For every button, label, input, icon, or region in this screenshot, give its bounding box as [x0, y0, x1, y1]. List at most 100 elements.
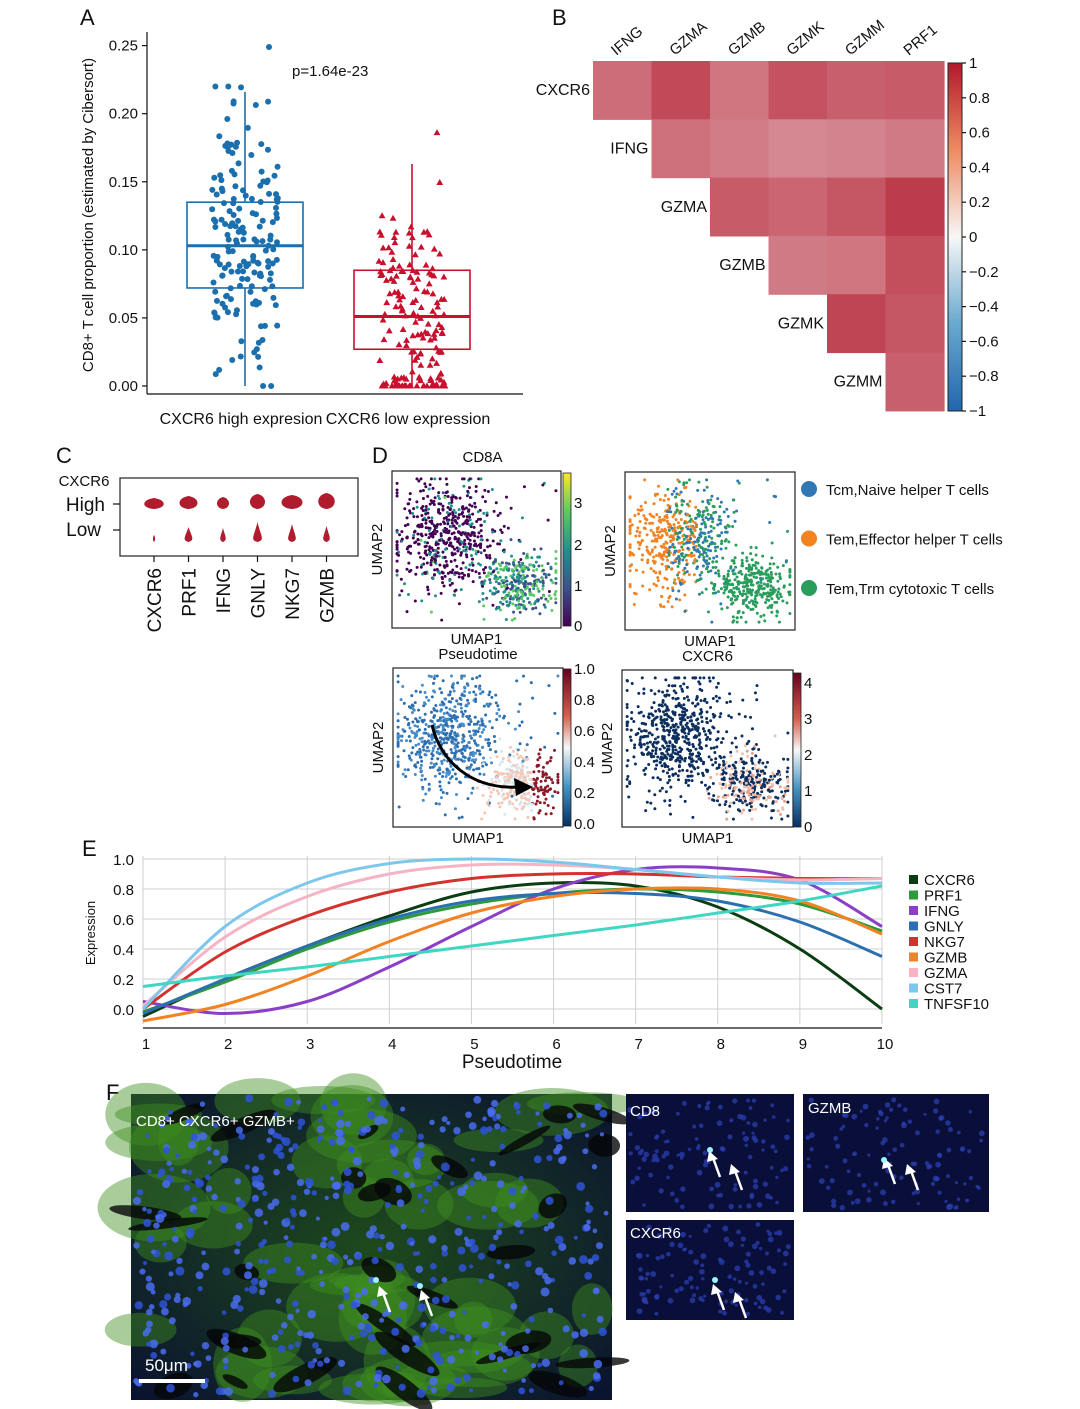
umap-cell: [461, 714, 465, 718]
umap-cell: [675, 531, 679, 535]
umap-cell: [453, 518, 457, 522]
data-point: [249, 210, 256, 217]
umap-cell: [646, 549, 650, 553]
nucleus: [266, 1137, 272, 1143]
umap-cell: [496, 542, 500, 546]
umap-cell: [671, 529, 675, 533]
umap-cell: [432, 573, 436, 577]
umap-cell: [660, 786, 664, 790]
umap-cell: [540, 576, 544, 580]
data-point: [416, 350, 424, 357]
umap-cell: [754, 754, 758, 758]
umap-cell: [651, 548, 655, 552]
umap-cell: [486, 801, 490, 805]
umap-cell: [736, 479, 740, 483]
umap-cell: [742, 797, 746, 801]
inset-nucleus: [732, 1098, 738, 1104]
umap-cell: [443, 574, 447, 578]
umap-cell: [520, 770, 524, 774]
umap-cell: [440, 691, 444, 695]
data-point: [405, 242, 413, 249]
umap-cell: [762, 582, 766, 586]
umap-cell: [786, 789, 790, 793]
nucleus: [514, 1350, 521, 1358]
umap-cell: [532, 574, 536, 578]
umap-cell: [435, 524, 439, 528]
umap-cell: [678, 717, 682, 721]
nucleus: [566, 1112, 573, 1119]
umap-cell: [646, 561, 650, 565]
umap-cell: [520, 567, 524, 571]
umap-cell: [514, 595, 518, 599]
nucleus: [361, 1313, 369, 1320]
umap-cell: [749, 607, 753, 611]
nucleus: [349, 1147, 354, 1152]
nucleus: [470, 1157, 476, 1162]
umap-cell: [448, 707, 452, 711]
umap-cell: [687, 756, 691, 760]
umap-cell: [704, 525, 708, 529]
umap-cell: [764, 765, 768, 769]
umap-cell: [542, 572, 546, 576]
umap-cell: [430, 556, 434, 560]
nucleus: [148, 1304, 155, 1310]
umap-cell: [722, 577, 726, 581]
nucleus: [382, 1311, 388, 1318]
umap-cell: [461, 511, 465, 515]
umap-cell: [744, 592, 748, 596]
umap-cell: [538, 809, 542, 813]
umap-cell: [465, 704, 469, 708]
umap-cell: [402, 701, 406, 705]
nucleus: [550, 1277, 556, 1283]
umap-cell: [690, 779, 694, 783]
umap-cell: [669, 812, 673, 816]
umap-cell: [419, 766, 423, 770]
umap-cell: [706, 518, 710, 522]
umap-cell: [723, 585, 727, 589]
umap-cell: [423, 482, 427, 486]
tissue-region: [105, 1082, 188, 1146]
umap-cell: [642, 729, 646, 733]
x-axis-title: Pseudotime: [462, 1052, 562, 1073]
data-point: [269, 219, 276, 226]
umap-cell: [493, 740, 497, 744]
umap-cell: [703, 538, 707, 542]
umap-cell: [652, 569, 656, 573]
tissue-region: [104, 1312, 177, 1347]
umap-cell: [449, 560, 453, 564]
legend-label: GZMA: [924, 965, 967, 982]
umap-cell: [746, 606, 750, 610]
umap-cell: [449, 735, 453, 739]
umap-cell: [463, 746, 467, 750]
umap-cell: [727, 569, 731, 573]
nucleus: [275, 1143, 284, 1152]
y-tick-label: 0.15: [109, 174, 138, 191]
umap-cell: [653, 807, 657, 811]
series-line: [142, 886, 883, 1023]
nucleus: [252, 1197, 257, 1203]
heatmap-cell: [827, 177, 887, 237]
umap-cell: [788, 570, 792, 574]
umap-cell: [715, 685, 719, 689]
umap-cell: [439, 703, 443, 707]
umap-cell: [757, 780, 761, 784]
umap-cell: [436, 768, 440, 772]
inset-nucleus: [668, 1164, 674, 1170]
umap-cell: [655, 530, 659, 534]
umap-cell: [537, 564, 541, 568]
nucleus: [205, 1174, 211, 1181]
umap-cell: [532, 792, 536, 796]
umap-cell: [536, 789, 540, 793]
nucleus: [219, 1204, 228, 1213]
umap-cell: [452, 682, 456, 686]
umap-cell: [536, 795, 540, 799]
umap-cell: [695, 538, 699, 542]
umap-cell: [696, 717, 700, 721]
umap-cell: [633, 746, 637, 750]
umap-cell: [486, 489, 490, 493]
umap-cell: [460, 815, 464, 819]
umap-cell: [487, 798, 491, 802]
umap-cell: [625, 715, 629, 719]
umap-cell: [395, 559, 399, 563]
umap-cell: [523, 592, 527, 596]
